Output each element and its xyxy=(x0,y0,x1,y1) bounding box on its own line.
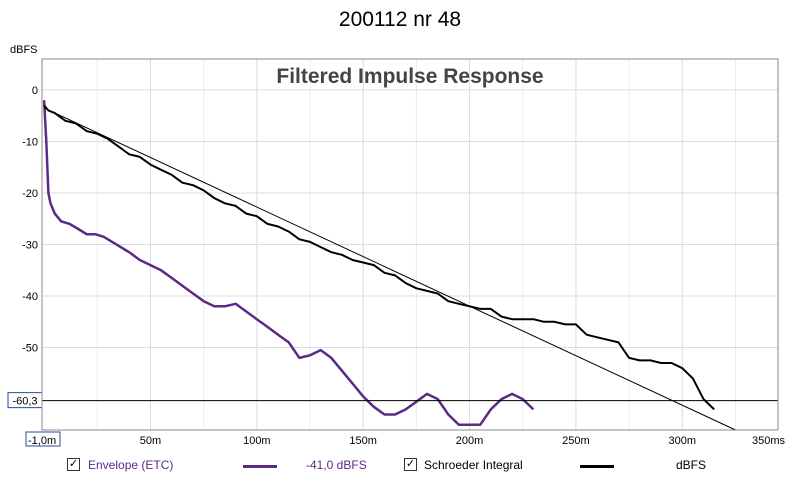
legend-schroeder-value: dBFS xyxy=(676,458,707,472)
x-origin-box xyxy=(25,431,61,447)
envelope-checkbox[interactable]: ✓ xyxy=(67,458,80,471)
y-tick-label: -40 xyxy=(22,291,38,303)
x-tick-label: 300m xyxy=(669,435,697,447)
grid xyxy=(42,59,778,430)
plot-frame xyxy=(41,58,779,431)
y-tick-label: -20 xyxy=(22,188,38,200)
legend: ✓ Envelope (ETC) -41,0 dBFS ✓ Schroeder … xyxy=(0,452,800,481)
y-tick-label: -10 xyxy=(22,136,38,148)
x-tick-label: 50m xyxy=(140,435,161,447)
decay-regression-line xyxy=(43,107,736,431)
x-tick-label: 200m xyxy=(456,435,484,447)
y-tick-label: 0 xyxy=(32,85,38,97)
x-tick-label: 150m xyxy=(349,435,377,447)
impulse-response-chart[interactable]: -1,0m 50m 100m 150m 200m 250m 300m 0 -10 -20 -30 -4… xyxy=(0,0,800,452)
x-tick-label: -1,0m xyxy=(28,435,56,447)
axis-ticks: -1,0m 50m 100m 150m 200m 250m 300m 0 -10 -20 -30 -4… xyxy=(7,85,697,447)
schroeder-checkbox[interactable]: ✓ xyxy=(404,458,417,471)
window-title: 200112 nr 48 xyxy=(338,8,462,31)
legend-schroeder-label: Schroeder Integral xyxy=(424,458,523,472)
x-unit-label: 350ms xyxy=(752,435,786,447)
x-tick-label: 250m xyxy=(562,435,590,447)
envelope-etc-line xyxy=(42,100,535,427)
legend-envelope-swatch xyxy=(243,465,277,468)
series-layer xyxy=(42,100,778,431)
legend-envelope-value: -41,0 dBFS xyxy=(306,458,367,472)
y-tick-label: -50 xyxy=(22,343,38,355)
y-tick-label: -30 xyxy=(22,240,38,252)
schroeder-integral-line xyxy=(43,104,715,411)
y-axis-label: dBFS xyxy=(10,44,38,56)
cursor-label: -60,3 xyxy=(12,396,37,408)
legend-schroeder-swatch xyxy=(580,465,614,468)
legend-envelope-label: Envelope (ETC) xyxy=(88,458,174,472)
x-tick-label: 100m xyxy=(243,435,271,447)
chart-title: Filtered Impulse Response xyxy=(276,65,543,88)
